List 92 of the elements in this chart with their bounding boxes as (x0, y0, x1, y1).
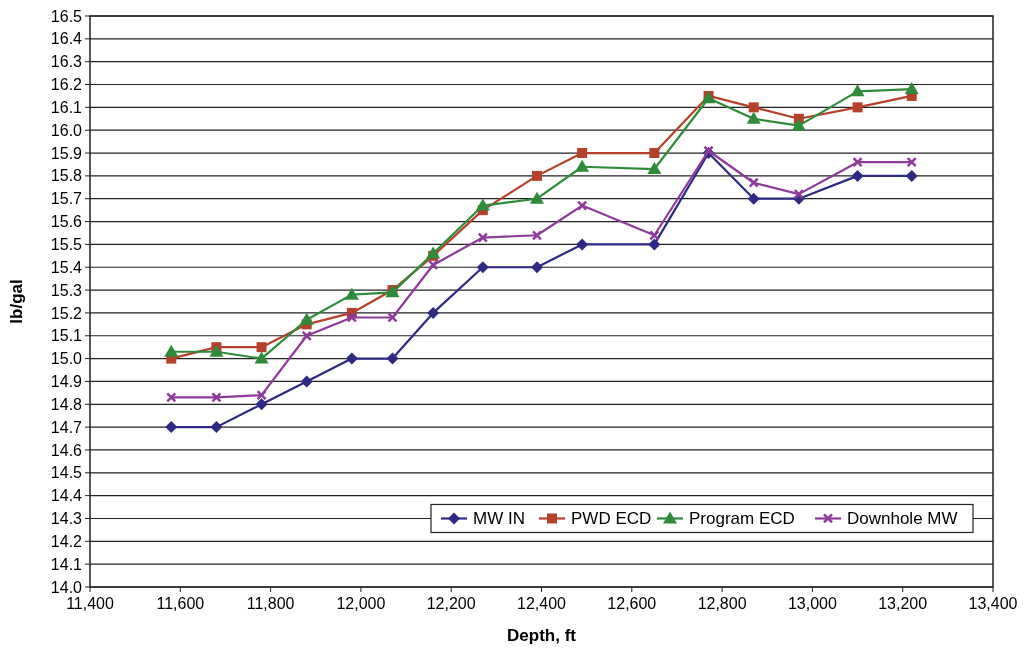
point (852, 102, 863, 113)
y-tick-label: 16.4 (50, 30, 83, 48)
point (850, 84, 865, 97)
point (210, 421, 223, 434)
y-tick-label: 14.2 (50, 532, 83, 550)
point (647, 162, 662, 175)
point (477, 232, 489, 243)
point (904, 82, 919, 95)
y-tick-label: 16.2 (50, 76, 83, 94)
point (748, 177, 759, 188)
point (255, 398, 268, 411)
y-tick-label: 14.9 (50, 373, 83, 391)
point (256, 342, 267, 353)
point (648, 238, 661, 251)
legend-label: PWD ECD (571, 509, 652, 529)
point (649, 230, 660, 241)
point (301, 330, 312, 342)
point (254, 351, 269, 364)
point (906, 156, 917, 168)
point (577, 148, 588, 159)
y-tick-label: 15.3 (50, 281, 83, 299)
y-tick-label: 14.1 (50, 555, 83, 573)
y-tick-label: 14.7 (50, 418, 83, 436)
point (793, 188, 805, 200)
point (165, 421, 178, 434)
y-tick-label: 15.9 (50, 144, 83, 162)
y-tick-label: 15.7 (50, 190, 83, 208)
point (748, 102, 759, 113)
point (576, 200, 588, 211)
x-axis-title: Depth, ft (507, 626, 577, 645)
point (851, 169, 864, 182)
point (427, 259, 439, 271)
point (209, 344, 224, 357)
y-tick-label: 14.6 (50, 441, 83, 459)
point (300, 375, 313, 388)
point (531, 170, 542, 181)
x-tick-label: 11,600 (156, 595, 205, 612)
y-tick-label: 16.3 (50, 53, 83, 71)
point (166, 392, 177, 403)
y-tick-label: 15.4 (50, 258, 83, 276)
y-tick-label: 15.5 (50, 236, 83, 253)
point (791, 118, 806, 131)
point (530, 261, 543, 274)
y-tick-label: 14.8 (50, 395, 83, 413)
point (164, 344, 179, 357)
x-tick-label: 11,400 (66, 595, 114, 612)
y-tick-label: 15.1 (50, 327, 83, 345)
y-tick-label: 16.0 (50, 121, 83, 139)
point (426, 246, 441, 259)
x-tick-label: 13,200 (878, 595, 928, 612)
x-tick-label: 11,800 (246, 595, 295, 612)
point (852, 156, 863, 168)
point (427, 306, 440, 319)
x-tick-label: 13,000 (787, 595, 837, 612)
point (905, 169, 918, 182)
point (476, 261, 489, 274)
y-tick-label: 15.2 (50, 304, 83, 322)
x-tick-label: 12,000 (336, 595, 386, 612)
x-tick-label: 12,600 (607, 595, 657, 612)
y-tick-label: 14.0 (50, 578, 83, 596)
y-tick-label: 16.5 (50, 7, 83, 25)
point (531, 230, 543, 241)
point (575, 159, 590, 172)
legend-label: Program ECD (689, 509, 795, 529)
point (746, 111, 761, 124)
y-tick-label: 14.4 (50, 487, 83, 505)
x-tick-label: 12,400 (517, 595, 567, 612)
y-tick-label: 16.1 (50, 98, 83, 116)
legend-label: Downhole MW (847, 509, 958, 529)
point (747, 192, 760, 205)
y-tick-label: 15.8 (50, 167, 83, 185)
y-tick-label: 15.0 (50, 350, 83, 368)
point (387, 312, 398, 323)
x-tick-label: 12,200 (426, 595, 476, 612)
y-tick-label: 15.6 (50, 213, 83, 231)
y-tick-label: 14.5 (50, 464, 83, 482)
point (344, 287, 359, 300)
point (475, 198, 490, 211)
point (649, 148, 660, 159)
point (256, 389, 267, 401)
point (529, 191, 544, 204)
legend-label: MW IN (473, 509, 525, 529)
point (386, 352, 399, 365)
y-tick-label: 14.3 (50, 510, 83, 528)
point (576, 238, 589, 251)
point (346, 312, 358, 323)
point (299, 312, 314, 325)
point (211, 392, 222, 403)
point (345, 352, 358, 365)
y-axis-title: lb/gal (7, 279, 26, 324)
x-tick-label: 12,800 (697, 595, 747, 612)
x-tick-label: 13,400 (968, 595, 1018, 612)
